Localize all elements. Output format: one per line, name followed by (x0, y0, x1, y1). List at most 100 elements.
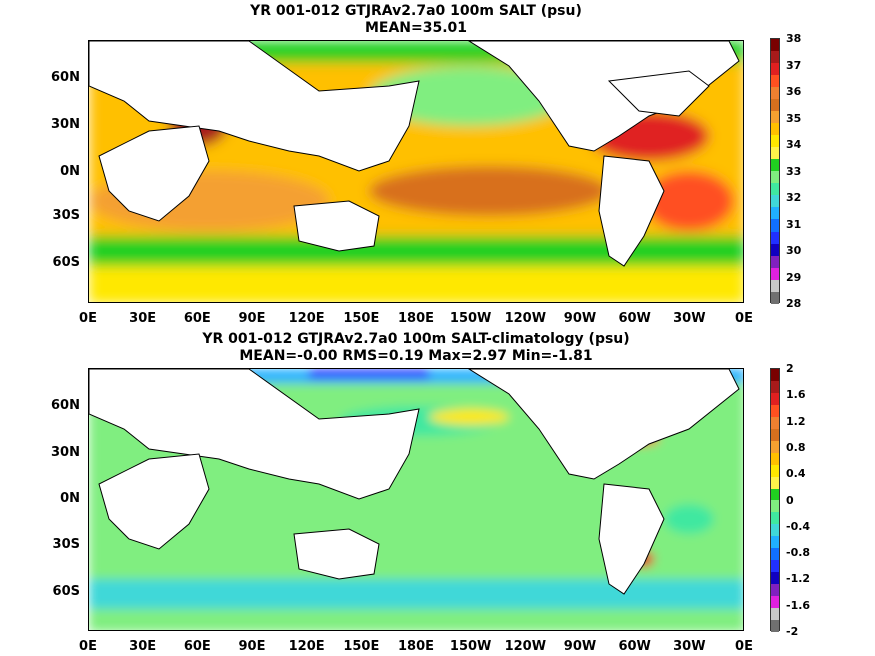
colorbar-segment (771, 488, 779, 501)
colorbar-segment (771, 524, 779, 537)
top-lat-30s: 30S (52, 208, 80, 223)
bottom-panel-stats: MEAN=-0.00 RMS=0.19 Max=2.97 Min=-1.81 (239, 348, 593, 364)
lon-tick-label: 0E (79, 311, 97, 326)
colorbar-label: -2 (786, 625, 799, 638)
colorbar-segment (771, 500, 779, 513)
colorbar-segment (771, 39, 779, 52)
colorbar-segment (771, 159, 779, 172)
lon-tick-label: 90E (238, 311, 266, 326)
colorbar-segment (771, 183, 779, 196)
top-lat-0n: 0N (60, 164, 80, 179)
lon-tick-label: 90W (563, 639, 597, 654)
southern-ocean-band (89, 236, 743, 266)
colorbar-label: -1.2 (786, 572, 811, 586)
lon-tick-label: 150W (449, 311, 492, 326)
colorbar-label: 35 (786, 111, 802, 125)
top-salinity-map (88, 40, 744, 303)
colorbar-segment (771, 572, 779, 585)
lon-tick-label: 0E (735, 311, 753, 326)
land-masks (89, 41, 740, 267)
bottom-lat-60n: 60N (51, 398, 80, 413)
land-masks-bottom (89, 369, 740, 595)
lon-tick-label: 120E (288, 639, 325, 654)
colorbar-segment (771, 620, 779, 632)
lon-tick-label: 30E (129, 311, 157, 326)
bottom-lat-0n: 0N (60, 491, 80, 506)
lon-tick-label: 90W (563, 311, 597, 326)
bottom-lat-60s: 60S (52, 584, 80, 599)
colorbar-segment (771, 63, 779, 76)
top-lat-60s: 60S (52, 255, 80, 270)
colorbar-label: 0.8 (786, 440, 806, 454)
colorbar-segment (771, 584, 779, 597)
colorbar-label: 38 (786, 32, 802, 45)
colorbar-label: 1.6 (786, 388, 806, 402)
lon-tick-label: 150E (343, 639, 380, 654)
colorbar-segment (771, 171, 779, 184)
colorbar-segment (771, 476, 779, 489)
colorbar-segment (771, 291, 779, 304)
colorbar-label: -1.6 (786, 598, 811, 612)
lon-tick-label: 0E (735, 639, 753, 654)
top-panel-mean: MEAN=35.01 (364, 20, 468, 36)
colorbar-segment (771, 207, 779, 220)
bottom-lat-30s: 30S (52, 537, 80, 552)
lon-tick-label: 30W (673, 311, 706, 326)
colorbar-label: 36 (786, 85, 802, 98)
colorbar-segment (771, 195, 779, 208)
colorbar-label: 29 (786, 270, 802, 284)
colorbar-segment (771, 440, 779, 453)
colorbar-segment (771, 536, 779, 549)
colorbar-segment (771, 608, 779, 621)
bottom-panel-title: YR 001-012 GTJRAv2.7a0 100m SALT-climato… (202, 331, 630, 347)
lon-tick-label: 150E (343, 311, 380, 326)
lon-tick-label: 30W (673, 639, 706, 654)
bottom-lat-30n: 30N (51, 445, 80, 460)
top-panel-title: YR 001-012 GTJRAv2.7a0 100m SALT (psu) (250, 3, 582, 19)
south-atlantic-band (664, 504, 714, 534)
south-atlantic-salty (644, 171, 734, 231)
lon-tick-label: 0E (79, 639, 97, 654)
bottom-anomaly-map (88, 368, 744, 631)
top-colorbar (770, 38, 780, 304)
colorbar-segment (771, 111, 779, 124)
lon-tick-label: 180E (397, 639, 435, 654)
colorbar-segment (771, 416, 779, 429)
lon-tick-label: 150W (449, 639, 492, 654)
colorbar-label: 1.2 (786, 414, 806, 428)
colorbar-segment (771, 231, 779, 244)
colorbar-label: 28 (786, 297, 802, 310)
lon-tick-label: 30E (129, 639, 157, 654)
colorbar-label: 30 (786, 244, 802, 257)
lon-tick-label: 60E (183, 639, 211, 654)
colorbar-label: 31 (786, 217, 802, 231)
colorbar-label: 0 (786, 493, 794, 507)
colorbar-segment (771, 99, 779, 112)
colorbar-segment (771, 219, 779, 232)
colorbar-segment (771, 75, 779, 88)
top-lat-60n: 60N (51, 70, 80, 85)
colorbar-segment (771, 464, 779, 477)
colorbar-segment (771, 452, 779, 465)
colorbar-segment (771, 512, 779, 525)
lon-tick-label: 120E (288, 311, 325, 326)
south-pacific-salty (369, 166, 609, 216)
colorbar-label: 34 (786, 138, 802, 151)
colorbar-segment (771, 255, 779, 268)
lon-tick-label: 60E (183, 311, 211, 326)
lon-tick-label: 90E (238, 639, 266, 654)
colorbar-label: 32 (786, 191, 802, 204)
lon-tick-label: 120W (504, 639, 547, 654)
bottom-colorbar (770, 368, 780, 632)
lon-tick-label: 60W (618, 311, 651, 326)
colorbar-label: -0.4 (786, 519, 811, 533)
colorbar-segment (771, 147, 779, 160)
lon-tick-label: 180E (397, 311, 435, 326)
lon-tick-label: 60W (618, 639, 651, 654)
colorbar-segment (771, 560, 779, 573)
colorbar-segment (771, 380, 779, 393)
colorbar-segment (771, 51, 779, 64)
colorbar-segment (771, 279, 779, 292)
colorbar-segment (771, 135, 779, 148)
top-lat-30n: 30N (51, 117, 80, 132)
